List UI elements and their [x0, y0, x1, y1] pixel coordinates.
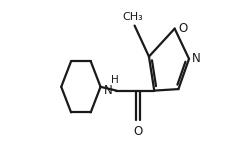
Text: O: O: [178, 22, 187, 35]
Text: N: N: [104, 84, 113, 97]
Text: O: O: [134, 125, 143, 138]
Text: H: H: [111, 75, 119, 85]
Text: N: N: [192, 52, 201, 65]
Text: CH₃: CH₃: [123, 12, 143, 22]
